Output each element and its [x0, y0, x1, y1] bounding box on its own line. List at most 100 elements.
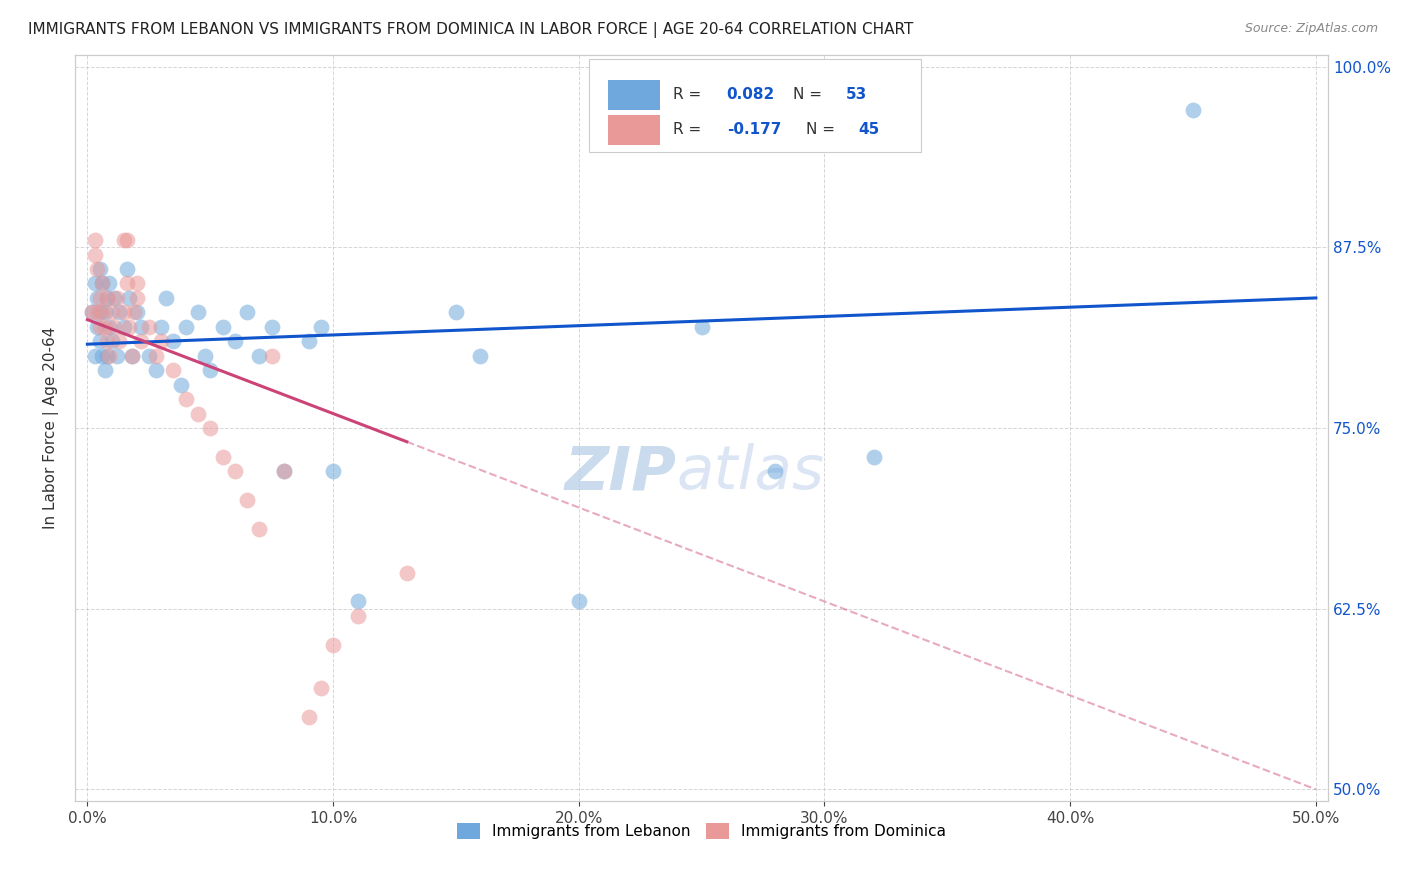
Point	[118, 291, 141, 305]
Point	[112, 233, 135, 247]
Point	[1182, 103, 1205, 117]
Point	[108, 305, 131, 319]
Point	[101, 334, 124, 349]
Point	[91, 277, 114, 291]
Text: 53: 53	[846, 87, 868, 103]
Point	[444, 305, 467, 319]
Point	[162, 334, 184, 349]
Point	[131, 319, 153, 334]
Point	[91, 277, 114, 291]
Point	[91, 349, 114, 363]
Point	[200, 421, 222, 435]
Point	[170, 377, 193, 392]
Point	[115, 262, 138, 277]
Text: ZIP: ZIP	[565, 443, 676, 502]
Point	[98, 349, 121, 363]
Point	[260, 349, 283, 363]
Point	[395, 566, 418, 580]
Point	[162, 363, 184, 377]
Point	[346, 608, 368, 623]
Point	[89, 305, 111, 319]
Point	[91, 305, 114, 319]
Text: N =: N =	[806, 122, 839, 137]
Point	[224, 464, 246, 478]
Point	[150, 334, 173, 349]
Point	[89, 319, 111, 334]
Legend: Immigrants from Lebanon, Immigrants from Dominica: Immigrants from Lebanon, Immigrants from…	[451, 817, 952, 846]
Point	[247, 522, 270, 536]
Point	[200, 363, 222, 377]
Point	[93, 319, 115, 334]
Point	[145, 363, 167, 377]
Point	[96, 334, 118, 349]
Point	[138, 349, 160, 363]
Point	[89, 291, 111, 305]
Point	[103, 319, 125, 334]
Point	[93, 363, 115, 377]
Point	[105, 349, 128, 363]
Point	[273, 464, 295, 478]
Text: 45: 45	[858, 122, 880, 137]
Point	[96, 291, 118, 305]
Point	[121, 349, 143, 363]
Point	[174, 392, 197, 406]
Point	[260, 319, 283, 334]
Point	[86, 291, 108, 305]
Point	[83, 233, 105, 247]
Point	[82, 305, 104, 319]
Text: R =: R =	[673, 122, 706, 137]
Point	[187, 305, 209, 319]
Text: R =: R =	[673, 87, 706, 103]
Point	[86, 262, 108, 277]
Point	[89, 334, 111, 349]
Point	[224, 334, 246, 349]
Point	[125, 305, 148, 319]
Point	[187, 407, 209, 421]
Point	[194, 349, 217, 363]
Point	[96, 349, 118, 363]
Point	[273, 464, 295, 478]
FancyBboxPatch shape	[589, 59, 921, 153]
Bar	[607, 79, 661, 110]
Y-axis label: In Labor Force | Age 20-64: In Labor Force | Age 20-64	[44, 326, 59, 529]
Point	[138, 319, 160, 334]
Point	[83, 247, 105, 261]
Point	[322, 464, 344, 478]
Point	[118, 319, 141, 334]
Point	[862, 450, 884, 464]
Point	[82, 305, 104, 319]
Point	[93, 305, 115, 319]
Point	[83, 349, 105, 363]
Point	[86, 319, 108, 334]
Point	[297, 334, 319, 349]
Point	[125, 291, 148, 305]
Bar	[607, 115, 661, 145]
Point	[101, 305, 124, 319]
Point	[96, 291, 118, 305]
Point	[763, 464, 786, 478]
Point	[470, 349, 492, 363]
Point	[125, 277, 148, 291]
Text: -0.177: -0.177	[727, 122, 782, 137]
Point	[155, 291, 177, 305]
Point	[211, 319, 233, 334]
Point	[115, 277, 138, 291]
Text: Source: ZipAtlas.com: Source: ZipAtlas.com	[1244, 22, 1378, 36]
Point	[309, 319, 332, 334]
Point	[98, 277, 121, 291]
Point	[98, 319, 121, 334]
Point	[89, 262, 111, 277]
Point	[247, 349, 270, 363]
Point	[115, 233, 138, 247]
Point	[568, 594, 591, 608]
Point	[131, 334, 153, 349]
Point	[297, 710, 319, 724]
Point	[322, 638, 344, 652]
Point	[346, 594, 368, 608]
Text: IMMIGRANTS FROM LEBANON VS IMMIGRANTS FROM DOMINICA IN LABOR FORCE | AGE 20-64 C: IMMIGRANTS FROM LEBANON VS IMMIGRANTS FR…	[28, 22, 914, 38]
Point	[86, 305, 108, 319]
Point	[112, 305, 135, 319]
Point	[211, 450, 233, 464]
Point	[112, 319, 135, 334]
Point	[150, 319, 173, 334]
